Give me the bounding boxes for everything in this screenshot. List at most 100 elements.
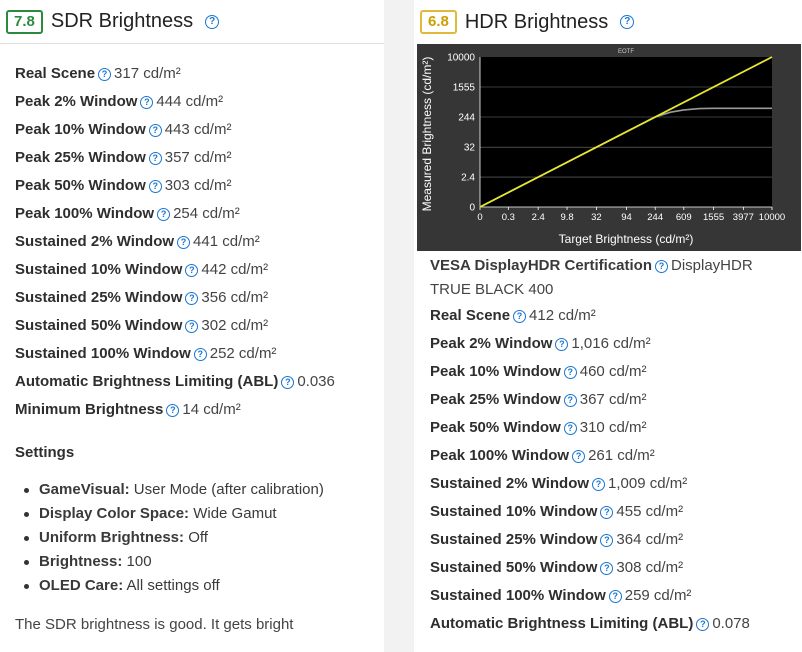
measurement-value: 261 cd/m² <box>588 447 655 464</box>
measurement-value: 259 cd/m² <box>624 587 692 604</box>
measurement-row: Minimum Brightness? 14 cd/m² <box>15 396 384 424</box>
measurement-row: Automatic Brightness Limiting (ABL)? 0.07… <box>430 610 790 638</box>
help-icon[interactable]: ? <box>193 348 207 361</box>
measurement-value: 252 cd/m² <box>209 345 277 362</box>
measurement-value: 0.078 <box>712 615 750 632</box>
measurement-label: Sustained 2% Window <box>430 475 590 492</box>
help-icon[interactable]: ? <box>185 292 199 305</box>
measurement-row: Peak 2% Window? 444 cd/m² <box>15 88 384 116</box>
help-icon[interactable]: ? <box>555 338 569 351</box>
sdr-header: 7.8 SDR Brightness ? <box>0 0 384 44</box>
measurement-label: Peak 50% Window <box>430 419 561 436</box>
y-tick-label: 1555 <box>453 83 476 94</box>
measurement-label: Peak 100% Window <box>430 447 570 464</box>
measurement-label: Sustained 25% Window <box>430 531 598 548</box>
help-icon[interactable]: ? <box>140 96 154 109</box>
measurement-label: Sustained 10% Window <box>430 503 598 520</box>
settings-heading: Settings <box>15 444 75 461</box>
measurement-row: Sustained 10% Window? 442 cd/m² <box>15 256 384 284</box>
help-icon[interactable]: ? <box>600 534 614 547</box>
x-tick-label: 1555 <box>703 212 724 223</box>
hdr-measurements: VESA DisplayHDR Certification? DisplayHDR… <box>414 254 790 638</box>
x-tick-label: 0 <box>477 212 482 223</box>
x-tick-label: 244 <box>647 212 663 223</box>
y-tick-label: 10000 <box>447 53 475 64</box>
help-icon[interactable]: ? <box>148 152 162 165</box>
measurement-value: 357 cd/m² <box>164 149 232 166</box>
settings-item-value: Off <box>188 529 208 546</box>
settings-item-value: User Mode (after calibration) <box>133 481 324 498</box>
help-icon[interactable]: ? <box>177 236 191 249</box>
measurement-value: 444 cd/m² <box>156 93 224 110</box>
sdr-title: SDR Brightness <box>50 10 194 32</box>
measurement-value: 364 cd/m² <box>616 531 684 548</box>
measurement-value: 310 cd/m² <box>579 419 647 436</box>
help-icon[interactable]: ? <box>281 376 295 389</box>
sdr-score-badge: 7.8 <box>6 9 43 34</box>
help-icon[interactable]: ? <box>166 404 180 417</box>
measurement-value: 308 cd/m² <box>616 559 684 576</box>
settings-item: Uniform Brightness: Off <box>22 526 384 550</box>
y-tick-label: 0 <box>469 202 475 213</box>
x-axis-label: Target Brightness (cd/m²) <box>559 232 694 246</box>
measurement-value: 367 cd/m² <box>579 391 647 408</box>
help-icon[interactable]: ? <box>563 394 577 407</box>
help-icon[interactable]: ? <box>98 68 112 81</box>
help-icon[interactable]: ? <box>696 618 710 631</box>
help-icon[interactable]: ? <box>185 264 199 277</box>
measurement-row: Sustained 50% Window? 302 cd/m² <box>15 312 384 340</box>
measurement-value: 0.036 <box>297 373 335 390</box>
measurement-value: 455 cd/m² <box>616 503 684 520</box>
measurement-label: Sustained 2% Window <box>15 233 175 250</box>
y-tick-label: 244 <box>458 113 475 124</box>
measurement-label: Real Scene <box>15 65 96 82</box>
help-icon[interactable]: ? <box>148 180 162 193</box>
settings-item-label: Brightness: <box>39 553 123 570</box>
x-tick-label: 3977 <box>733 212 754 223</box>
help-icon[interactable]: ? <box>592 478 606 491</box>
help-icon[interactable]: ? <box>600 506 614 519</box>
measurement-label: Peak 50% Window <box>15 177 146 194</box>
y-axis-label: Measured Brightness (cd/m²) <box>420 57 434 212</box>
settings-item-label: Display Color Space: <box>39 505 190 522</box>
measurement-value: 303 cd/m² <box>164 177 232 194</box>
measurement-row: Peak 100% Window? 254 cd/m² <box>15 200 384 228</box>
help-icon[interactable]: ? <box>620 15 635 29</box>
help-icon[interactable]: ? <box>148 124 162 137</box>
settings-item-value: All settings off <box>126 577 220 594</box>
measurement-row: Sustained 25% Window? 364 cd/m² <box>430 526 790 554</box>
measurement-label: Peak 100% Window <box>15 205 155 222</box>
measurement-label: Sustained 100% Window <box>15 345 191 362</box>
measurement-row: Sustained 100% Window? 252 cd/m² <box>15 340 384 368</box>
help-icon[interactable]: ? <box>655 260 668 273</box>
help-icon[interactable]: ? <box>157 208 171 221</box>
eotf-chart-svg: 0 2.4 32 244 1555 10000 0 0.3 2.4 9.8 32 94 244 609 15… <box>420 49 785 246</box>
settings-list: GameVisual: User Mode (after calibration… <box>22 478 384 598</box>
eotf-chart: 0 2.4 32 244 1555 10000 0 0.3 2.4 9.8 32 94 244 609 15… <box>417 44 801 251</box>
sdr-measurements: Real Scene? 317 cd/m² Peak 2% Window? 444 c… <box>0 44 384 424</box>
help-icon[interactable]: ? <box>608 590 622 603</box>
help-icon[interactable]: ? <box>563 366 577 379</box>
settings-item-value: 100 <box>126 553 152 570</box>
measurement-label: Automatic Brightness Limiting (ABL) <box>15 373 279 390</box>
x-tick-label: 9.8 <box>560 212 573 223</box>
sdr-description: The SDR brightness is good. It gets brig… <box>15 616 294 633</box>
measurement-row: Automatic Brightness Limiting (ABL)? 0.03… <box>15 368 384 396</box>
measurement-row: Peak 2% Window? 1,016 cd/m² <box>430 330 790 358</box>
help-icon[interactable]: ? <box>513 310 527 323</box>
help-icon[interactable]: ? <box>205 14 220 29</box>
help-icon[interactable]: ? <box>563 422 577 435</box>
measurement-label: Sustained 25% Window <box>15 289 183 306</box>
measurement-row: Sustained 100% Window? 259 cd/m² <box>430 582 790 610</box>
measurement-row: Peak 25% Window? 357 cd/m² <box>15 144 384 172</box>
settings-item-value: Wide Gamut <box>193 505 277 522</box>
x-tick-label: 10000 <box>759 212 785 223</box>
help-icon[interactable]: ? <box>572 450 586 463</box>
measurement-value: 317 cd/m² <box>114 65 181 82</box>
hdr-header: 6.8 HDR Brightness ? <box>414 0 802 44</box>
settings-item-label: Uniform Brightness: <box>39 529 185 546</box>
certification-row: VESA DisplayHDR Certification? DisplayHDR… <box>430 254 790 302</box>
help-icon[interactable]: ? <box>185 320 199 333</box>
help-icon[interactable]: ? <box>600 562 614 575</box>
hdr-score-badge: 6.8 <box>420 10 457 34</box>
